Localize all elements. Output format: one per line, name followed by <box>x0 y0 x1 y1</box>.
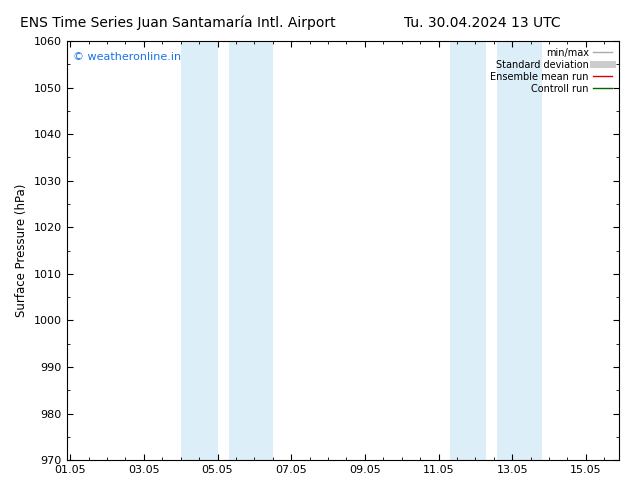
Bar <box>181 41 217 460</box>
Text: ENS Time Series Juan Santamaría Intl. Airport: ENS Time Series Juan Santamaría Intl. Ai… <box>20 16 335 30</box>
Y-axis label: Surface Pressure (hPa): Surface Pressure (hPa) <box>15 184 28 318</box>
Legend: min/max, Standard deviation, Ensemble mean run, Controll run: min/max, Standard deviation, Ensemble me… <box>488 46 614 96</box>
Text: © weatheronline.in: © weatheronline.in <box>73 51 181 62</box>
Bar <box>450 41 486 460</box>
Bar <box>498 41 541 460</box>
Text: Tu. 30.04.2024 13 UTC: Tu. 30.04.2024 13 UTC <box>403 16 560 30</box>
Bar <box>229 41 273 460</box>
